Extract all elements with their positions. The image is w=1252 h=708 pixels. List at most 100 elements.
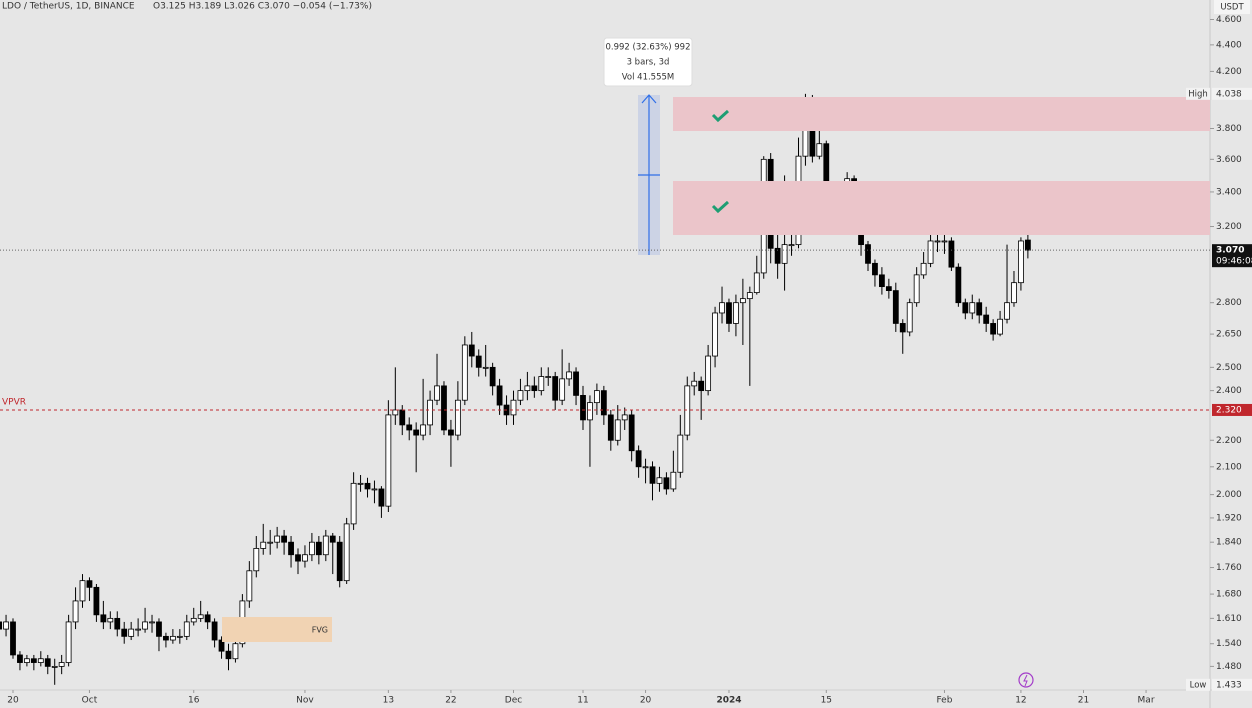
arrow-head xyxy=(641,94,657,104)
y-tick-label: 2.650 xyxy=(1216,330,1242,340)
candle-body xyxy=(357,482,364,485)
candle-body xyxy=(872,262,878,276)
candle-body xyxy=(594,390,600,404)
y-tick-label: 3.200 xyxy=(1216,222,1242,232)
candle-body xyxy=(865,244,871,264)
candle-body xyxy=(149,621,155,624)
candle-body xyxy=(100,614,107,623)
candle-body xyxy=(329,535,336,543)
x-tick-label: 20 xyxy=(640,696,652,706)
candle-body xyxy=(976,302,983,316)
candle-body xyxy=(218,639,225,652)
candle-body xyxy=(448,429,454,436)
x-tick-label: Feb xyxy=(936,696,952,706)
measure-text: 3 bars, 3d xyxy=(627,58,670,68)
candle-body xyxy=(135,628,142,631)
candle-body xyxy=(142,621,148,630)
candle-body xyxy=(114,617,121,630)
candle-body xyxy=(427,399,433,426)
candle-body xyxy=(385,414,392,507)
candle-body xyxy=(774,247,781,264)
candle-body xyxy=(489,366,496,387)
event-icon xyxy=(1018,672,1034,688)
high-name-box xyxy=(1186,87,1210,100)
candle-body xyxy=(79,580,86,602)
candle-body xyxy=(552,376,559,401)
candle-body xyxy=(281,535,287,543)
candle-body xyxy=(93,586,100,616)
candle-body xyxy=(559,378,566,401)
candle-body xyxy=(739,298,746,304)
candle-body xyxy=(232,643,239,660)
candle-body xyxy=(65,621,72,663)
candle-body xyxy=(336,541,343,582)
candle-body xyxy=(927,240,934,264)
candle-body xyxy=(121,628,128,637)
candle-body xyxy=(406,424,413,431)
candle-body xyxy=(51,665,58,668)
x-tick-label: 11 xyxy=(577,696,588,706)
x-tick-label: 13 xyxy=(383,696,394,706)
y-tick-label: 1.540 xyxy=(1216,639,1242,649)
candle-body xyxy=(225,650,232,660)
candle-body xyxy=(969,302,976,314)
measure-text: Vol 41.555M xyxy=(622,73,675,83)
candle-body xyxy=(413,429,420,436)
low-name-box xyxy=(1186,678,1210,691)
candle-body xyxy=(371,488,378,491)
y-tick-label: 1.480 xyxy=(1216,662,1242,672)
y-tick-label: 3.600 xyxy=(1216,155,1242,165)
candle-body xyxy=(30,658,37,663)
candle-body xyxy=(169,635,176,641)
y-tick-label: 1.840 xyxy=(1216,538,1242,548)
candle-body xyxy=(753,272,760,293)
candle-body xyxy=(1011,282,1017,304)
candle-body xyxy=(475,355,482,368)
candle-body xyxy=(524,385,531,392)
candle-body xyxy=(663,477,670,490)
y-tick-label: 1.760 xyxy=(1216,563,1242,573)
candle-body xyxy=(809,128,816,157)
candle-body xyxy=(990,323,997,335)
candle-body xyxy=(656,477,663,484)
candle-body xyxy=(350,482,357,525)
x-tick-label: Dec xyxy=(505,696,522,706)
candle-body xyxy=(17,654,23,663)
currency-label: USDT xyxy=(1220,3,1244,13)
candle-body xyxy=(364,482,371,490)
x-tick-label: Mar xyxy=(1138,696,1155,706)
candle-body xyxy=(24,658,30,663)
y-tick-label: 3.400 xyxy=(1216,187,1242,197)
candle-body xyxy=(607,414,614,441)
candle-body xyxy=(86,580,93,588)
candle-body xyxy=(677,434,684,473)
candle-body xyxy=(3,621,9,630)
candle-body xyxy=(545,376,552,378)
lightning xyxy=(1023,674,1028,687)
candle-body xyxy=(621,414,628,421)
candle-body xyxy=(309,541,315,556)
candle-body xyxy=(183,621,190,637)
x-tick-label: 22 xyxy=(445,696,456,706)
y-tick-label: 2.000 xyxy=(1216,490,1242,500)
y-tick-label: 2.200 xyxy=(1216,436,1242,446)
plot-area: FVG 0.992 (32.63%) 992 3 bars, 3d Vol 41… xyxy=(222,37,1210,642)
y-tick-label: 2.500 xyxy=(1216,363,1242,373)
candle-body xyxy=(899,323,906,333)
high-tag xyxy=(1212,87,1252,100)
candle-body xyxy=(420,424,427,436)
y-tick-label: 4.600 xyxy=(1216,15,1242,25)
candle-body xyxy=(37,658,44,663)
x-tick-label: Oct xyxy=(82,696,98,706)
candle-body xyxy=(274,535,281,543)
candle-body xyxy=(712,312,718,357)
candle-body xyxy=(44,658,51,667)
candle-body xyxy=(962,302,969,314)
resistance-zone xyxy=(673,97,1210,131)
x-tick-label: Nov xyxy=(296,696,314,706)
candle-body xyxy=(719,302,725,314)
candle-body xyxy=(0,621,2,630)
candle-body xyxy=(378,488,385,507)
y-tick-label: 1.610 xyxy=(1216,614,1242,624)
x-tick-label: 20 xyxy=(7,696,19,706)
